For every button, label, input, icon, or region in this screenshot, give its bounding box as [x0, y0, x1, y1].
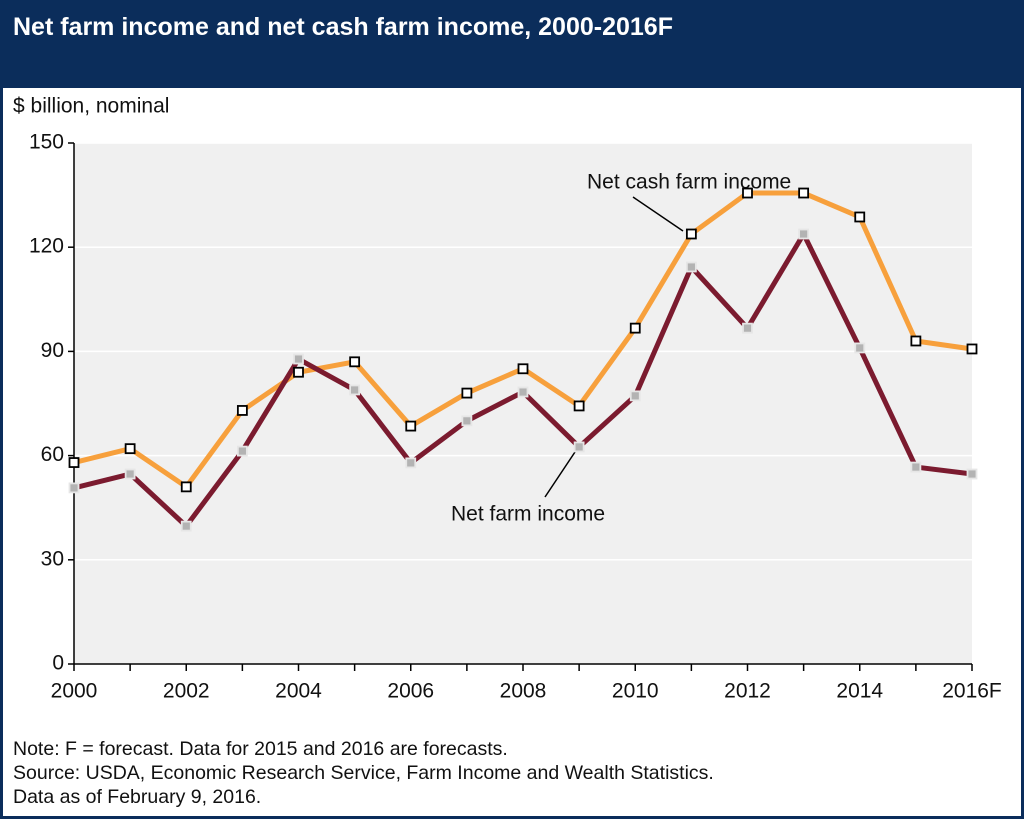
data-point: [573, 400, 585, 412]
data-point: [236, 405, 248, 416]
note-line: Source: USDA, Economic Research Service,…: [13, 762, 714, 784]
data-point: [629, 390, 641, 402]
x-tick-label: 2016F: [942, 680, 1002, 703]
x-tick-label: 2006: [387, 680, 434, 703]
note-line: Data as of February 9, 2016.: [13, 786, 262, 808]
data-point: [293, 366, 304, 378]
data-point: [910, 335, 922, 347]
data-point: [685, 228, 697, 240]
x-tick-label: 2008: [500, 680, 547, 703]
leader-line: [544, 451, 576, 498]
notes: Note: F = forecast. Data for 2015 and 20…: [13, 737, 714, 809]
x-tick-label: 2010: [612, 680, 659, 703]
x-tick-label: 2004: [275, 680, 322, 703]
data-point: [910, 461, 922, 473]
data-point: [685, 261, 697, 273]
header: Net farm income and net cash farm income…: [3, 3, 1021, 88]
data-point: [854, 342, 866, 354]
data-point: [966, 468, 978, 480]
data-point: [629, 322, 641, 334]
data-point: [742, 322, 753, 334]
data-point: [293, 353, 304, 365]
data-point: [798, 228, 810, 240]
data-point: [236, 445, 248, 457]
y-tick-label: 30: [41, 547, 64, 570]
y-tick-label: 90: [41, 339, 64, 362]
x-tick-label: 2002: [163, 680, 210, 703]
data-point: [180, 481, 192, 493]
data-point: [68, 482, 80, 494]
data-point: [124, 468, 136, 480]
leader-line: [632, 196, 684, 232]
y-axis-label: $ billion, nominal: [13, 95, 169, 118]
x-tick-label: 2014: [836, 680, 883, 703]
data-point: [798, 187, 810, 199]
data-point: [517, 363, 529, 375]
note-line: Note: F = forecast. Data for 2015 and 20…: [13, 738, 508, 760]
data-point: [854, 211, 866, 223]
y-tick-label: 0: [52, 652, 64, 675]
chart-title: Net farm income and net cash farm income…: [13, 13, 673, 41]
plot-area: [74, 143, 972, 664]
data-point: [68, 457, 80, 468]
y-tick-label: 150: [29, 131, 64, 154]
data-point: [405, 420, 417, 432]
x-tick-label: 2012: [724, 680, 771, 703]
data-point: [461, 387, 473, 399]
data-point: [517, 386, 529, 398]
y-tick-label: 120: [29, 235, 64, 258]
y-tick-label: 60: [41, 443, 64, 466]
data-point: [966, 343, 978, 355]
data-point: [461, 415, 473, 427]
chart: $ billion, nominal Net cash farm income …: [13, 95, 1002, 703]
data-point: [349, 356, 361, 368]
data-point: [405, 457, 417, 469]
data-point: [349, 384, 361, 396]
data-point: [573, 441, 585, 453]
x-tick-label: 2000: [51, 680, 98, 703]
data-point: [742, 187, 753, 199]
data-point: [124, 443, 136, 455]
series-annotation: Net farm income: [451, 503, 605, 526]
series-annotation: Net cash farm income: [587, 171, 791, 194]
data-point: [180, 520, 192, 532]
